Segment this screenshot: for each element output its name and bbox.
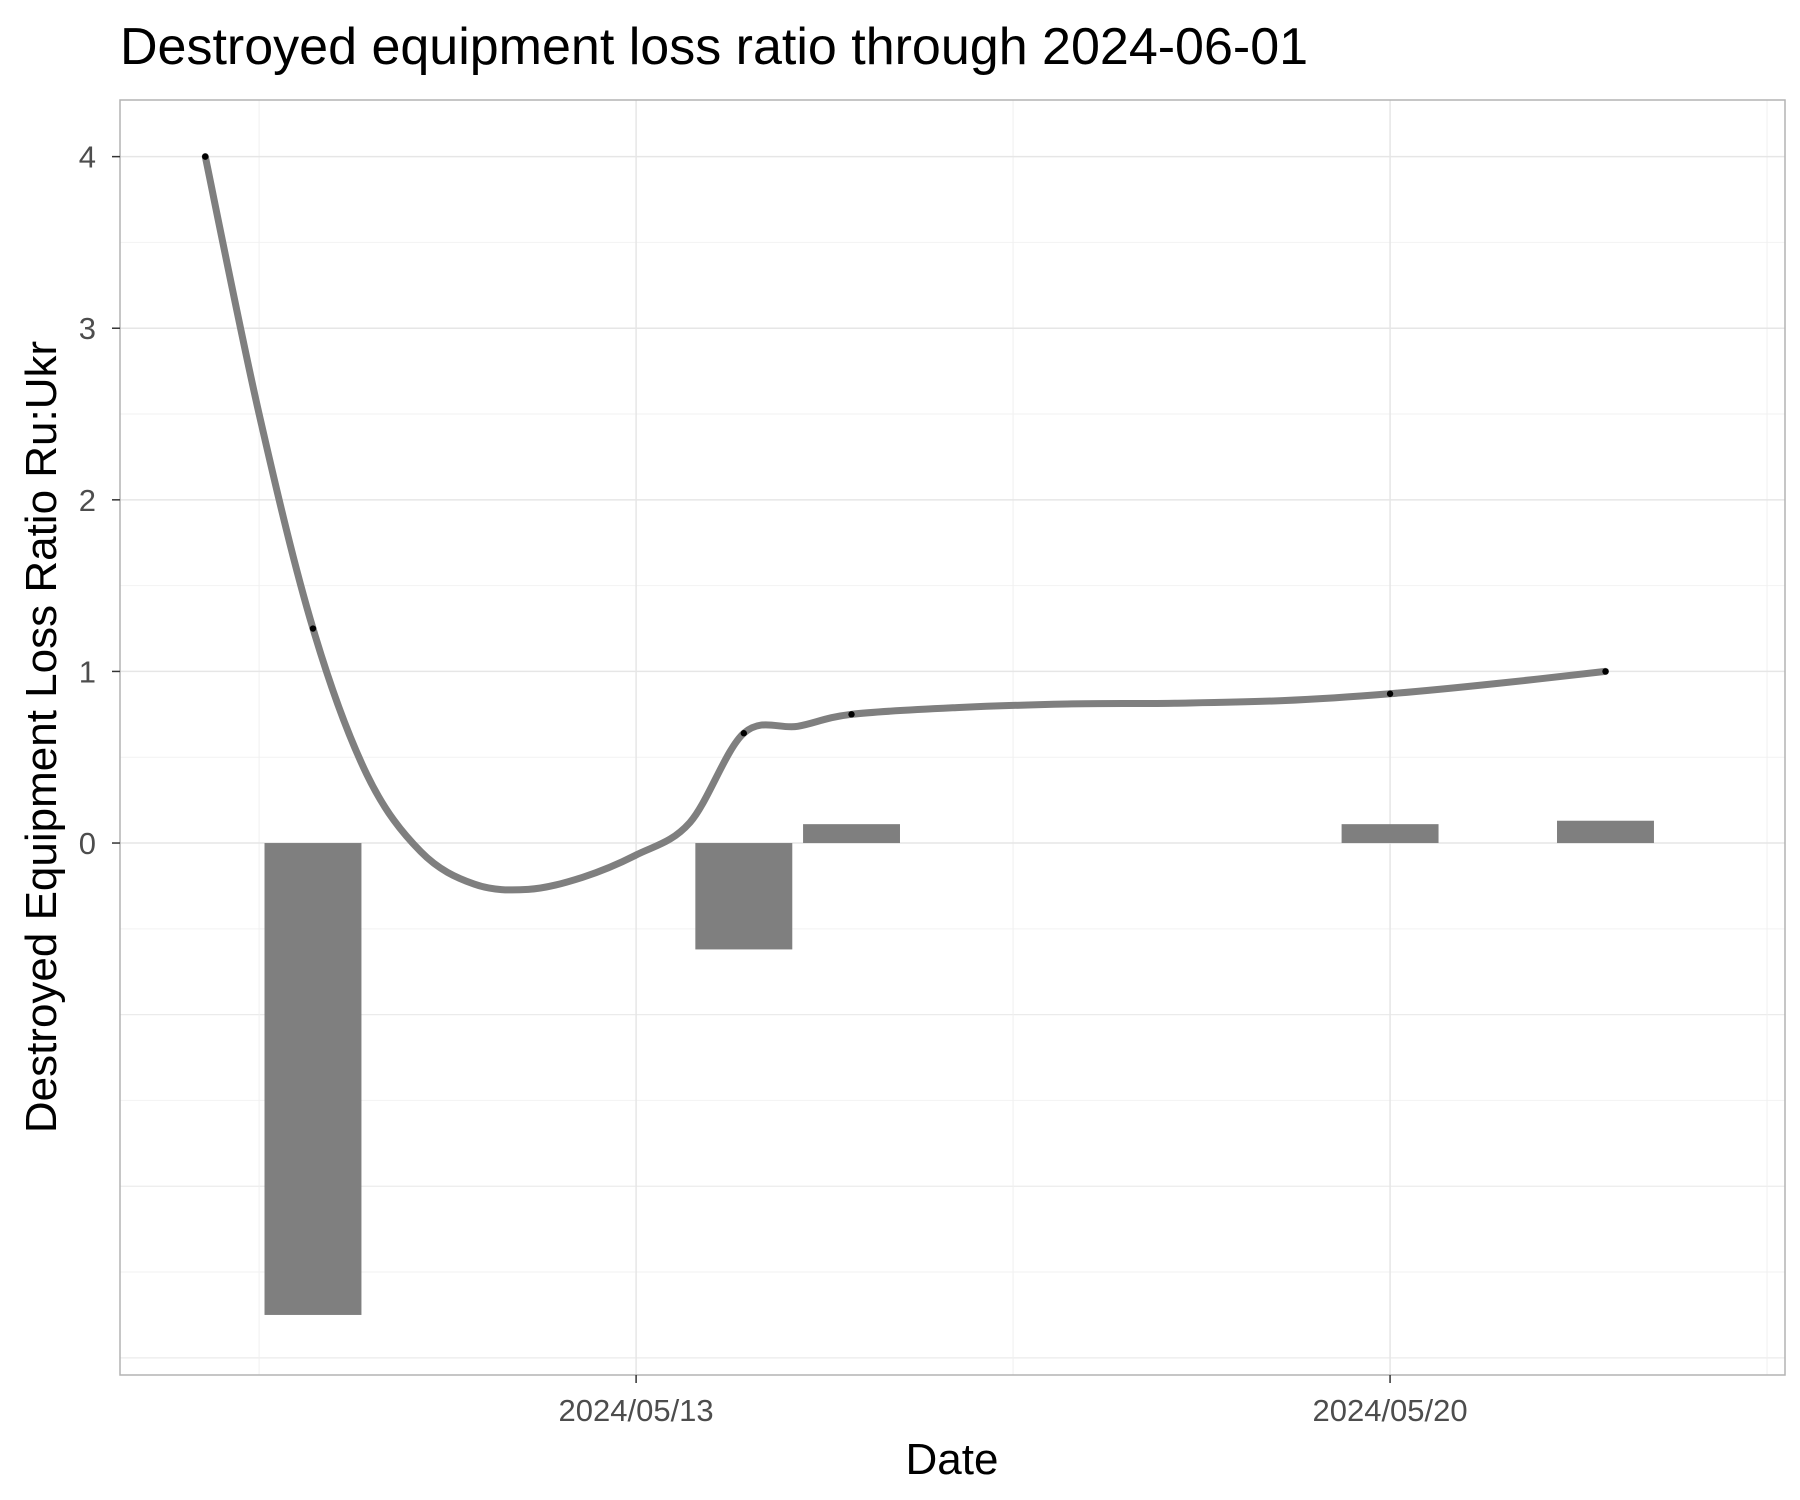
y-axis-ticks: 0 1 2 3 4 xyxy=(79,140,120,861)
panel-border xyxy=(119,99,1786,1376)
x-tick-label: 2024/05/20 xyxy=(1312,1393,1467,1428)
data-point xyxy=(848,711,855,718)
bar xyxy=(1341,824,1439,844)
bar xyxy=(695,843,793,950)
x-tick-label: 2024/05/13 xyxy=(559,1393,714,1428)
data-point xyxy=(1602,668,1609,675)
y-tick-label: 0 xyxy=(79,826,96,861)
point-series xyxy=(202,153,1609,737)
data-point xyxy=(1386,690,1394,697)
bar xyxy=(264,843,362,1315)
grid-minor xyxy=(120,100,1785,1375)
smooth-line-series xyxy=(201,153,1609,894)
x-axis-ticks: 2024/05/13 2024/05/20 xyxy=(559,1375,1468,1428)
bar xyxy=(1557,820,1654,844)
plot-panel xyxy=(119,99,1786,1376)
chart-title: Destroyed equipment loss ratio through 2… xyxy=(120,18,1308,76)
y-tick-label: 3 xyxy=(79,311,96,346)
y-axis-title: Destroyed Equipment Loss Ratio Ru:Ukr xyxy=(17,341,66,1133)
data-point xyxy=(309,625,317,632)
data-point xyxy=(740,730,748,737)
y-tick-label: 4 xyxy=(79,140,96,175)
smooth-line xyxy=(201,153,1609,894)
grid-major xyxy=(120,100,1785,1375)
y-tick-label: 2 xyxy=(79,483,96,518)
bar xyxy=(803,824,900,844)
bar-series xyxy=(264,820,1654,1315)
data-point xyxy=(202,153,209,160)
x-axis-title: Date xyxy=(906,1435,999,1484)
y-tick-label: 1 xyxy=(79,654,96,689)
